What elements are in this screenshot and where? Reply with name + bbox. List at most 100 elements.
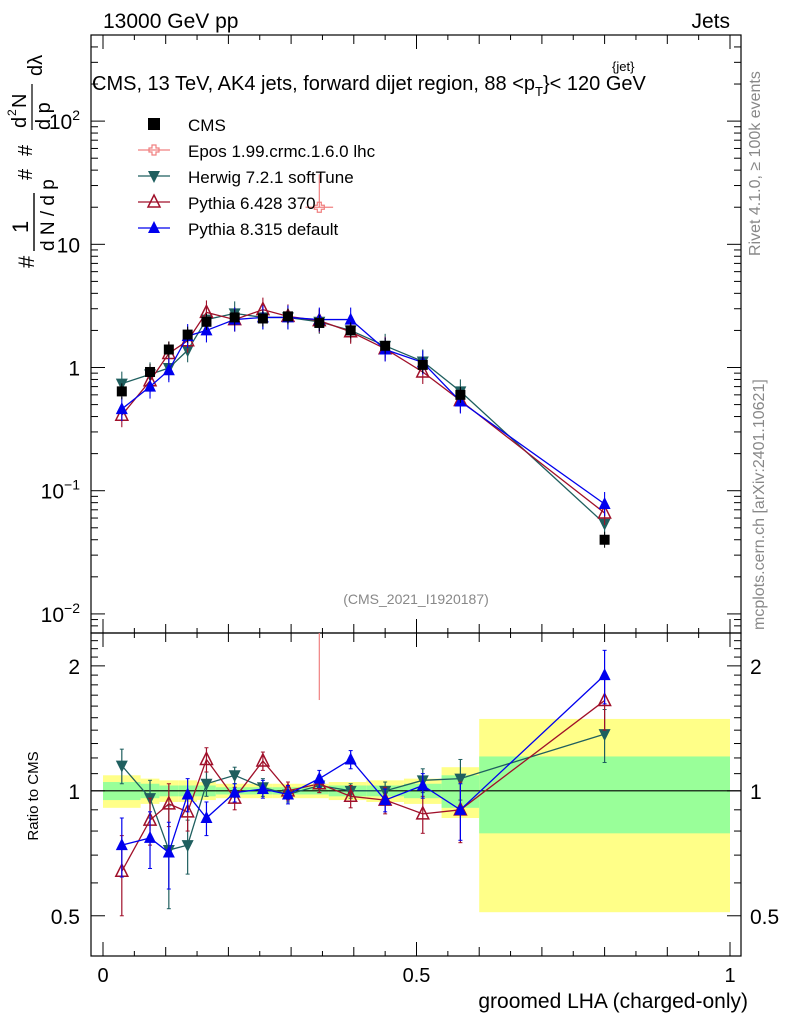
cms-data-point [116, 386, 127, 397]
pythia-8-315-default-ratio-point [256, 782, 269, 795]
legend-item: Pythia 8.315 default [138, 220, 339, 239]
svg-text:1: 1 [8, 221, 33, 233]
legend-label: CMS [188, 116, 226, 135]
ratio-y-tick-label-right: 1 [750, 781, 762, 804]
pythia-6-428-370-point [597, 504, 612, 519]
pythia-8-315-default-ratio-point [454, 802, 467, 815]
legend-marker-open-triangle [146, 193, 162, 208]
legend-marker-triangle-down [148, 171, 160, 183]
pythia-8-315-default-ratio-point [144, 830, 157, 843]
pythia-6-428-370-ratio-point [180, 803, 195, 818]
pythia-8-315-default-point [115, 402, 128, 415]
pythia-8-315-default-ratio-point [379, 793, 392, 806]
pythia-8-315-default-point [344, 312, 357, 325]
pythia-6-428-370-ratio-line [121, 700, 605, 872]
ratio-y-tick-label: 1 [68, 781, 80, 804]
cms-data-point [163, 344, 174, 355]
cms-data-point [345, 325, 356, 336]
legend-item: Epos 1.99.crmc.1.6.0 lhc [138, 142, 376, 161]
pythia-8-315-default-ratio-point [200, 811, 213, 824]
herwig-7-2-1-softtune-ratio-point [115, 760, 128, 773]
ratio-y-tick-label-right: 2 [750, 656, 762, 679]
pythia-8-315-default-line [121, 316, 605, 505]
y-tick-label: 1 [68, 358, 80, 381]
ratio-ylabel: Ratio to CMS [25, 751, 42, 840]
svg-text:#: # [14, 255, 39, 268]
header-right: Jets [691, 10, 730, 33]
cms-data-point [282, 311, 293, 322]
pythia-6-428-370-ratio-point [161, 795, 177, 810]
cms-data-point [182, 329, 193, 340]
pythia-8-315-default-ratio-point [115, 838, 128, 851]
y-tick-label: 10−1 [41, 477, 81, 504]
cms-data-point [229, 312, 240, 323]
pythia-6-428-370-ratio-point [597, 691, 612, 707]
legend-marker-triangle [148, 221, 160, 233]
title-suffix: }< 120 GeV [543, 73, 647, 95]
title-sup: {jet} [612, 59, 635, 74]
pythia-6-428-370-ratio-point [199, 750, 214, 766]
herwig-7-2-1-softtune-ratio-point [598, 729, 611, 742]
side-label-bottom: mcplots.cern.ch [arXiv:2401.10621] [751, 379, 768, 630]
herwig-7-2-1-softtune-ratio-point [228, 770, 241, 783]
ratio-y-tick-label-right: 0.5 [750, 906, 779, 929]
pythia-8-315-default-ratio-point [228, 785, 241, 798]
pythia-8-315-default-point [162, 363, 175, 376]
pythia-8-315-default-ratio-point [344, 752, 357, 765]
pythia-6-428-370-ratio-point [255, 752, 271, 767]
watermark: (CMS_2021_I1920187) [343, 591, 489, 607]
ratio-y-tick-label: 0.5 [51, 906, 80, 929]
pythia-8-315-default-ratio-point [416, 778, 429, 791]
pythia-8-315-default-ratio-point [162, 845, 175, 858]
svg-text:d p: d p [33, 102, 55, 130]
pythia-6-428-370-ratio-point [415, 805, 430, 820]
uncertainty-band-stat [479, 756, 730, 834]
cms-data-point [380, 340, 391, 351]
epos-1-99-crmc-1-6-0-lhc-point [313, 201, 325, 213]
cms-data-point [314, 317, 325, 328]
legend-item: Pythia 6.428 370 [138, 193, 316, 213]
y-tick-label: 10 [57, 234, 80, 257]
pythia-8-315-default-point [144, 379, 157, 392]
legend-marker-open-cross [148, 144, 160, 156]
x-tick-label: 1 [724, 965, 735, 987]
main-ylabel: # 1 d N / d p # # d 2 N d p dλ [5, 55, 59, 268]
svg-text:dλ: dλ [25, 55, 47, 76]
y-tick-label: 102 [49, 107, 80, 134]
x-axis-label: groomed LHA (charged-only) [478, 990, 748, 1013]
cms-data-point [145, 366, 156, 377]
ratio-y-tick-label: 2 [68, 656, 80, 679]
pythia-8-315-default-ratio-point [281, 787, 294, 800]
legend-label: Epos 1.99.crmc.1.6.0 lhc [188, 142, 376, 161]
cms-data-point [599, 534, 610, 545]
title-sub: T [535, 84, 543, 99]
plot-title: CMS, 13 TeV, AK4 jets, forward dijet reg… [92, 73, 647, 99]
svg-text:#: # [15, 144, 37, 156]
herwig-7-2-1-softtune-line [121, 312, 606, 525]
herwig-7-2-1-softtune-ratio-point [200, 778, 213, 791]
cms-data-point [201, 316, 212, 327]
herwig-7-2-1-softtune-ratio-point [454, 773, 467, 786]
legend-item: CMS [148, 116, 226, 135]
pythia-8-315-default-ratio-point [598, 668, 611, 681]
title-prefix: CMS, 13 TeV, AK4 jets, forward dijet reg… [92, 73, 535, 95]
x-tick-label: 0 [97, 965, 108, 987]
legend-label: Pythia 6.428 370 [188, 194, 316, 213]
header-left: 13000 GeV pp [103, 10, 238, 33]
pythia-8-315-default-ratio-point [181, 787, 194, 800]
legend-label: Pythia 8.315 default [188, 220, 339, 239]
pythia-8-315-default-ratio-point [313, 771, 326, 784]
legend-item: Herwig 7.2.1 softTune [138, 168, 354, 187]
svg-text:N: N [9, 94, 31, 108]
y-tick-label: 10−2 [41, 600, 81, 627]
side-label-top: Rivet 4.1.0, ≥ 100k events [747, 71, 764, 256]
cms-data-point [455, 389, 466, 400]
svg-text:d: d [9, 117, 31, 128]
herwig-7-2-1-softtune-ratio-point [181, 840, 194, 853]
cms-data-point [257, 313, 268, 324]
pythia-6-428-370-point [415, 363, 430, 378]
x-tick-label: 0.5 [403, 965, 431, 987]
svg-text:d N / d p: d N / d p [38, 179, 59, 251]
pythia-6-428-370-ratio-point [343, 787, 358, 803]
